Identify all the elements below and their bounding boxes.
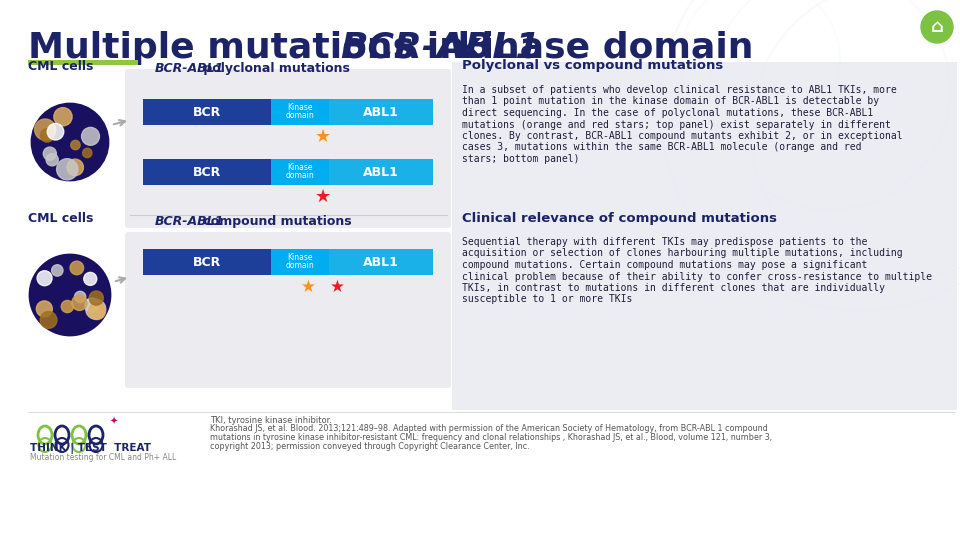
Circle shape <box>46 153 59 166</box>
FancyBboxPatch shape <box>452 62 957 410</box>
Circle shape <box>47 124 63 140</box>
Text: mutations (orange and red stars; top panel) exist separately in different: mutations (orange and red stars; top pan… <box>462 119 891 130</box>
Circle shape <box>88 303 106 320</box>
Circle shape <box>32 104 108 180</box>
Text: ★: ★ <box>315 188 331 206</box>
Circle shape <box>67 159 84 176</box>
Text: BCR-ABL1: BCR-ABL1 <box>155 215 225 228</box>
Text: polyclonal mutations: polyclonal mutations <box>199 62 349 75</box>
FancyBboxPatch shape <box>271 249 328 275</box>
Text: Mutation testing for CML and Ph+ ALL: Mutation testing for CML and Ph+ ALL <box>30 453 177 462</box>
Text: CML cells: CML cells <box>28 60 93 73</box>
Text: BCR-ABL1: BCR-ABL1 <box>341 31 540 65</box>
FancyBboxPatch shape <box>271 99 328 125</box>
Text: TKIs, in contrast to mutations in different clones that are individually: TKIs, in contrast to mutations in differ… <box>462 283 885 293</box>
Circle shape <box>43 147 57 160</box>
Text: domain: domain <box>285 172 314 180</box>
Text: domain: domain <box>285 261 314 271</box>
Text: stars; bottom panel): stars; bottom panel) <box>462 154 580 164</box>
Text: BCR: BCR <box>193 165 221 179</box>
Text: CML cells: CML cells <box>28 212 93 225</box>
Circle shape <box>85 299 106 319</box>
Text: THINK | TEST  TREAT: THINK | TEST TREAT <box>30 443 151 454</box>
Text: ⌂: ⌂ <box>930 18 944 36</box>
Text: mutations in tyrosine kinase inhibitor-resistant CML: frequency and clonal relat: mutations in tyrosine kinase inhibitor-r… <box>210 433 772 442</box>
Circle shape <box>54 107 72 126</box>
Text: Clinical relevance of compound mutations: Clinical relevance of compound mutations <box>462 212 777 225</box>
Text: Kinase: Kinase <box>287 104 312 112</box>
FancyBboxPatch shape <box>125 69 451 228</box>
Text: Kinase: Kinase <box>287 253 312 262</box>
Text: In a subset of patients who develop clinical resistance to ABL1 TKIs, more: In a subset of patients who develop clin… <box>462 85 897 95</box>
FancyBboxPatch shape <box>125 232 451 388</box>
Text: domain: domain <box>285 111 314 120</box>
Text: Polyclonal vs compound mutations: Polyclonal vs compound mutations <box>462 59 723 72</box>
Circle shape <box>72 295 87 310</box>
Text: compound mutations: compound mutations <box>199 215 351 228</box>
Circle shape <box>40 129 54 142</box>
Circle shape <box>52 265 63 276</box>
FancyBboxPatch shape <box>143 249 271 275</box>
Circle shape <box>40 312 57 328</box>
Text: ★: ★ <box>330 278 345 296</box>
Circle shape <box>921 11 953 43</box>
Circle shape <box>89 291 104 305</box>
FancyBboxPatch shape <box>328 99 433 125</box>
FancyBboxPatch shape <box>328 249 433 275</box>
Text: BCR: BCR <box>193 105 221 118</box>
Text: ABL1: ABL1 <box>363 105 398 118</box>
Text: ★: ★ <box>315 128 331 146</box>
Text: BCR-ABL1: BCR-ABL1 <box>155 62 225 75</box>
Circle shape <box>70 261 84 275</box>
Circle shape <box>36 301 53 317</box>
Text: kinase domain: kinase domain <box>444 31 754 65</box>
Text: Kinase: Kinase <box>287 164 312 172</box>
Circle shape <box>37 271 52 286</box>
FancyBboxPatch shape <box>328 159 433 185</box>
FancyBboxPatch shape <box>28 60 138 65</box>
Text: Khorashad JS, et al. Blood. 2013;121:489–98. Adapted with permission of the Amer: Khorashad JS, et al. Blood. 2013;121:489… <box>210 424 768 433</box>
Text: direct sequencing. In the case of polyclonal mutations, these BCR-ABL1: direct sequencing. In the case of polycl… <box>462 108 874 118</box>
FancyBboxPatch shape <box>271 159 328 185</box>
Text: than 1 point mutation in the kinase domain of BCR-ABL1 is detectable by: than 1 point mutation in the kinase doma… <box>462 97 879 106</box>
Text: ★: ★ <box>300 278 316 296</box>
Circle shape <box>57 159 78 180</box>
Text: cases 3, mutations within the same BCR-ABL1 molecule (orange and red: cases 3, mutations within the same BCR-A… <box>462 143 861 152</box>
Circle shape <box>82 127 100 145</box>
Text: susceptible to 1 or more TKIs: susceptible to 1 or more TKIs <box>462 294 633 305</box>
Text: acquisition or selection of clones harbouring multiple mutations, including: acquisition or selection of clones harbo… <box>462 248 902 259</box>
FancyBboxPatch shape <box>143 159 271 185</box>
FancyBboxPatch shape <box>143 99 271 125</box>
Text: copyright 2013; permission conveyed through Copyright Clearance Center, Inc.: copyright 2013; permission conveyed thro… <box>210 442 530 451</box>
Text: TKI, tyrosine kinase inhibitor.: TKI, tyrosine kinase inhibitor. <box>210 416 332 425</box>
Text: clones. By contrast, BCR-ABL1 compound mutants exhibit 2, or in exceptional: clones. By contrast, BCR-ABL1 compound m… <box>462 131 902 141</box>
Text: Sequential therapy with different TKIs may predispose patients to the: Sequential therapy with different TKIs m… <box>462 237 868 247</box>
Text: ABL1: ABL1 <box>363 255 398 268</box>
Text: compound mutations. Certain compound mutations may pose a significant: compound mutations. Certain compound mut… <box>462 260 868 270</box>
Text: Multiple mutations in: Multiple mutations in <box>28 31 477 65</box>
Text: ABL1: ABL1 <box>363 165 398 179</box>
Circle shape <box>35 119 56 140</box>
Text: clinical problem because of their ability to confer cross-resistance to multiple: clinical problem because of their abilit… <box>462 272 932 281</box>
Circle shape <box>61 300 74 313</box>
Circle shape <box>30 255 110 335</box>
Circle shape <box>84 272 97 286</box>
Text: ✦: ✦ <box>110 417 118 427</box>
Circle shape <box>75 291 85 302</box>
Circle shape <box>83 148 92 158</box>
Circle shape <box>85 298 99 312</box>
Text: BCR: BCR <box>193 255 221 268</box>
Circle shape <box>71 140 80 150</box>
